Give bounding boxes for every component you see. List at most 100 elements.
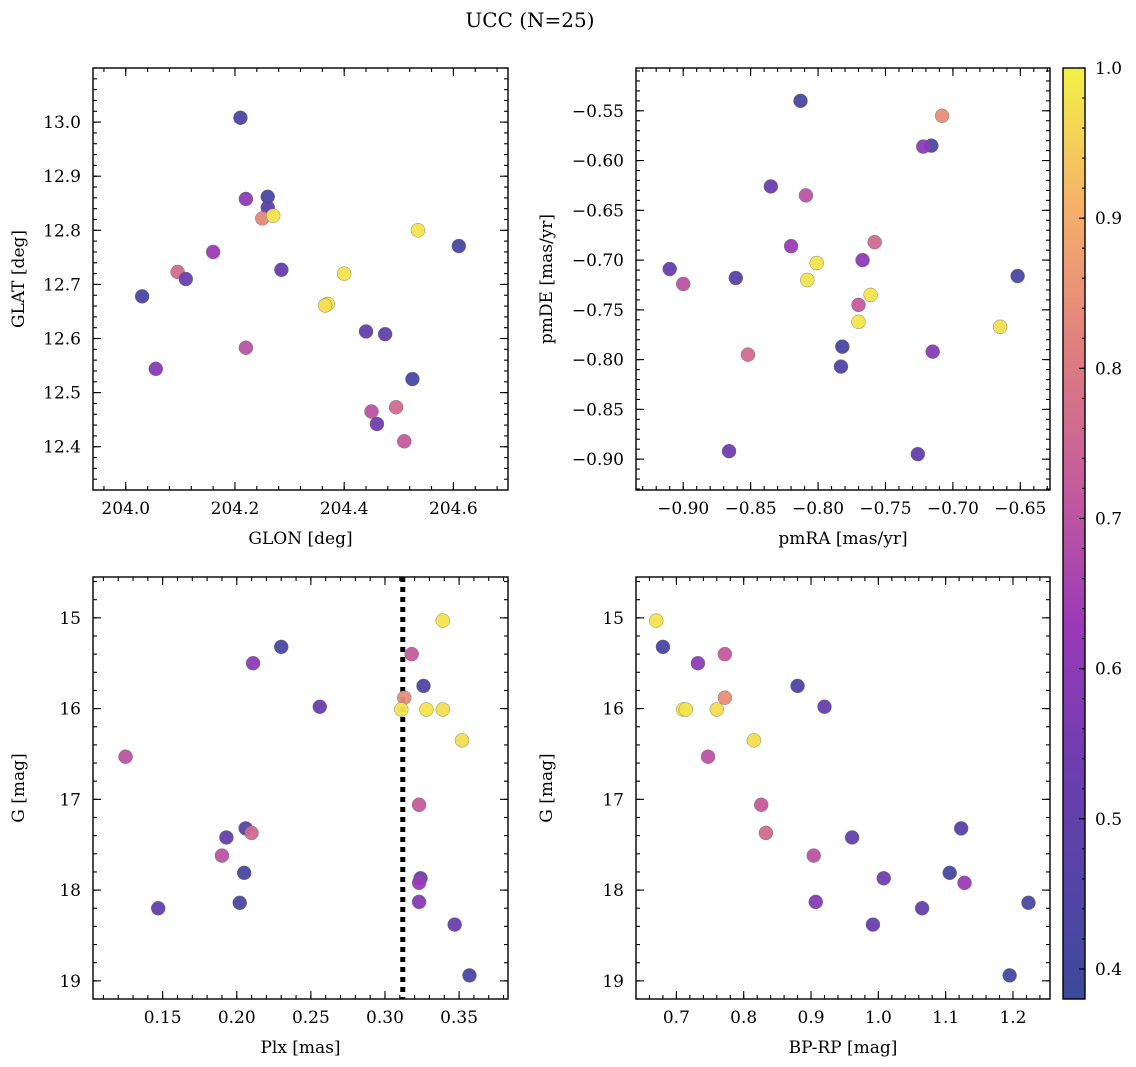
y-tick-label: 19 <box>602 972 624 992</box>
y-axis-label: G [mag] <box>9 753 29 822</box>
x-axis-label: GLON [deg] <box>248 529 352 549</box>
y-tick-label: −0.55 <box>572 102 624 122</box>
data-point <box>369 416 385 432</box>
data-point <box>809 255 824 271</box>
figure-title: UCC (N=25) <box>465 8 594 32</box>
data-point <box>740 347 756 362</box>
data-point <box>232 895 247 911</box>
scatter-points <box>134 110 467 449</box>
data-point <box>233 110 248 125</box>
data-point <box>763 179 779 194</box>
data-point <box>410 223 426 238</box>
data-point <box>336 266 352 281</box>
data-point <box>678 702 694 717</box>
x-tick-label: −0.75 <box>859 499 911 519</box>
x-tick-label: 204.6 <box>429 499 478 519</box>
data-point <box>863 287 878 303</box>
x-tick-label: −0.90 <box>657 499 709 519</box>
colorbar-tick-label: 0.4 <box>1095 960 1122 980</box>
x-tick-label: 204.2 <box>211 499 260 519</box>
y-tick-label: 15 <box>602 609 624 629</box>
axes-frame <box>92 67 509 491</box>
data-point <box>655 639 671 655</box>
x-tick-label: 1.0 <box>865 1008 892 1028</box>
data-point <box>435 613 450 628</box>
data-point <box>205 244 221 260</box>
data-point <box>1002 968 1017 983</box>
data-point <box>411 797 427 812</box>
data-point <box>377 326 393 342</box>
x-tick-label: 0.25 <box>292 1008 330 1028</box>
x-axis-label: pmRA [mas/yr] <box>778 529 907 549</box>
data-point <box>916 139 931 154</box>
y-tick-label: 12.4 <box>43 438 81 458</box>
data-point <box>454 733 470 748</box>
data-point <box>806 848 821 863</box>
y-tick-label: 12.5 <box>43 384 81 404</box>
colorbar-gradient <box>1063 68 1085 999</box>
data-point <box>851 297 866 313</box>
data-point <box>855 252 870 268</box>
data-point <box>793 93 808 109</box>
data-point <box>648 613 664 628</box>
data-point <box>662 261 677 277</box>
data-point <box>265 208 281 223</box>
colorbar-tick-label: 0.6 <box>1095 660 1122 680</box>
data-point <box>700 749 716 764</box>
data-point <box>397 434 412 449</box>
data-point <box>957 875 972 891</box>
y-tick-label: −0.70 <box>572 251 624 271</box>
x-tick-label: 1.2 <box>999 1008 1026 1028</box>
data-point <box>388 400 404 415</box>
y-tick-label: 17 <box>602 790 624 810</box>
data-point <box>404 646 419 662</box>
data-point <box>317 298 333 313</box>
data-point <box>851 314 866 329</box>
ticks: 0.7 0.8 0.9 1.0 1.1 1.2 15 16 17 18 19 <box>602 577 1050 1028</box>
data-point <box>151 901 166 916</box>
colorbar-frame <box>1062 67 1086 1000</box>
data-point <box>867 234 882 250</box>
data-point <box>754 797 769 812</box>
data-point <box>148 361 163 377</box>
data-point <box>236 865 252 881</box>
y-tick-label: 15 <box>59 609 81 629</box>
x-tick-label: 204.4 <box>320 499 369 519</box>
y-tick-label: −0.65 <box>572 201 624 221</box>
axes-frame <box>92 576 509 1000</box>
data-point <box>238 340 254 355</box>
y-tick-label: −0.85 <box>572 400 624 420</box>
x-tick-label: 0.35 <box>440 1008 478 1028</box>
data-point <box>953 821 969 836</box>
data-point <box>134 289 150 304</box>
data-point <box>942 865 957 881</box>
colorbar: 0.4 0.5 0.6 0.7 0.8 0.9 1.0 <box>1062 59 1122 1000</box>
data-point <box>358 324 374 339</box>
x-axis-label: Plx [mas] <box>260 1038 340 1058</box>
data-point <box>416 678 431 694</box>
data-point <box>914 901 930 916</box>
data-point <box>394 702 409 717</box>
x-tick-label: −0.85 <box>725 499 777 519</box>
data-point <box>462 968 477 983</box>
data-point <box>274 639 289 655</box>
x-tick-label: 0.7 <box>663 1008 690 1028</box>
x-tick-label: 0.9 <box>798 1008 825 1028</box>
data-point <box>758 825 774 841</box>
data-point <box>435 702 450 717</box>
y-tick-label: 12.7 <box>43 275 81 295</box>
scatter-panel-4: 0.7 0.8 0.9 1.0 1.1 1.2 15 16 17 18 19 BP-RP [mag] G… <box>537 576 1051 1058</box>
y-axis-label: G [mag] <box>537 753 557 822</box>
scatter-points <box>118 613 477 983</box>
data-point <box>405 371 420 387</box>
data-point <box>865 917 881 932</box>
scatter-panel-2: −0.90 −0.85 −0.80 −0.75 −0.70 −0.65 −0.90 −0.85… <box>537 67 1051 549</box>
colorbar-tick-label: 1.0 <box>1095 59 1122 79</box>
y-tick-label: −0.90 <box>572 450 624 470</box>
data-point <box>178 271 194 287</box>
data-point <box>717 646 733 662</box>
y-axis-label: GLAT [deg] <box>9 230 29 328</box>
data-point <box>244 825 259 841</box>
data-point <box>1010 268 1025 284</box>
